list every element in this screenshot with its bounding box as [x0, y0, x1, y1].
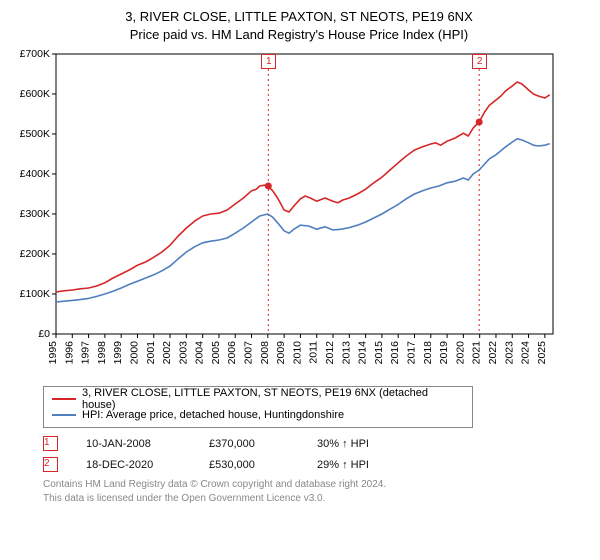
- x-tick-label: 2013: [340, 341, 352, 365]
- event-label-icon: 1: [261, 54, 276, 69]
- license-line1: Contains HM Land Registry data © Crown c…: [43, 478, 590, 492]
- title-line1: 3, RIVER CLOSE, LITTLE PAXTON, ST NEOTS,…: [8, 8, 590, 26]
- legend-swatch-2: [52, 414, 76, 416]
- x-tick-label: 2004: [194, 341, 206, 365]
- x-tick-label: 2014: [357, 341, 369, 365]
- event-pct: 30% ↑ HPI: [317, 438, 417, 450]
- event-marker-icon: 1: [43, 436, 58, 451]
- event-row: 2 18-DEC-2020 £530,000 29% ↑ HPI: [43, 457, 590, 472]
- x-tick-label: 2011: [308, 341, 320, 364]
- line-chart: £0 £100K £200K £300K £400K £500K £600K £700K 199…: [8, 50, 563, 378]
- x-tick-label: 2019: [438, 341, 450, 365]
- events-table: 1 10-JAN-2008 £370,000 30% ↑ HPI 2 18-DE…: [43, 436, 590, 472]
- x-tick-label: 2005: [210, 341, 222, 365]
- y-tick-label: £0: [38, 328, 50, 340]
- title-line2: Price paid vs. HM Land Registry's House …: [8, 26, 590, 44]
- legend-row-1: 3, RIVER CLOSE, LITTLE PAXTON, ST NEOTS,…: [52, 391, 464, 407]
- x-tick-label: 2009: [275, 341, 287, 365]
- x-tick-label: 2017: [405, 341, 417, 365]
- legend-label-2: HPI: Average price, detached house, Hunt…: [82, 409, 344, 421]
- x-tick-label: 2025: [536, 341, 548, 365]
- x-tick-label: 2007: [243, 341, 255, 365]
- plot-border: [56, 54, 553, 334]
- y-tick-label: £300K: [20, 208, 50, 220]
- license-line2: This data is licensed under the Open Gov…: [43, 492, 590, 506]
- y-tick-label: £100K: [20, 288, 50, 300]
- legend-swatch-1: [52, 398, 76, 400]
- event-pct: 29% ↑ HPI: [317, 459, 417, 471]
- event-row: 1 10-JAN-2008 £370,000 30% ↑ HPI: [43, 436, 590, 451]
- x-tick-label: 2008: [259, 341, 271, 365]
- event-price: £370,000: [209, 438, 289, 450]
- event-marker-icon: 2: [43, 457, 58, 472]
- y-tick-label: £700K: [20, 50, 50, 60]
- y-tick-label: £400K: [20, 168, 50, 180]
- x-tick-label: 1995: [47, 341, 59, 365]
- x-tick-label: 2002: [161, 341, 173, 365]
- legend: 3, RIVER CLOSE, LITTLE PAXTON, ST NEOTS,…: [43, 386, 473, 428]
- x-tick-label: 1998: [96, 341, 108, 365]
- x-tick-label: 2006: [226, 341, 238, 365]
- x-tick-label: 2010: [291, 341, 303, 365]
- event-date: 10-JAN-2008: [86, 438, 181, 450]
- x-tick-label: 2020: [454, 341, 466, 365]
- x-tick-label: 2024: [520, 341, 532, 365]
- y-tick-label: £600K: [20, 88, 50, 100]
- y-tick-label: £500K: [20, 128, 50, 140]
- x-tick-label: 1999: [112, 341, 124, 365]
- event-label-icon: 2: [472, 54, 487, 69]
- legend-label-1: 3, RIVER CLOSE, LITTLE PAXTON, ST NEOTS,…: [82, 387, 464, 411]
- x-tick-label: 2023: [503, 341, 515, 365]
- chart-area: £0 £100K £200K £300K £400K £500K £600K £700K 199…: [8, 50, 590, 378]
- license-text: Contains HM Land Registry data © Crown c…: [43, 478, 590, 505]
- x-tick-label: 2015: [373, 341, 385, 365]
- x-tick-label: 2012: [324, 341, 336, 365]
- x-tick-label: 2021: [471, 341, 483, 365]
- x-tick-label: 2018: [422, 341, 434, 365]
- event-date: 18-DEC-2020: [86, 459, 181, 471]
- x-tick-label: 1996: [63, 341, 75, 365]
- x-tick-label: 1997: [80, 341, 92, 365]
- chart-title: 3, RIVER CLOSE, LITTLE PAXTON, ST NEOTS,…: [8, 8, 590, 44]
- event-price: £530,000: [209, 459, 289, 471]
- x-tick-label: 2000: [128, 341, 140, 365]
- x-tick-label: 2016: [389, 341, 401, 365]
- x-tick-label: 2022: [487, 341, 499, 365]
- x-tick-label: 2001: [145, 341, 157, 365]
- y-tick-label: £200K: [20, 248, 50, 260]
- x-tick-label: 2003: [177, 341, 189, 365]
